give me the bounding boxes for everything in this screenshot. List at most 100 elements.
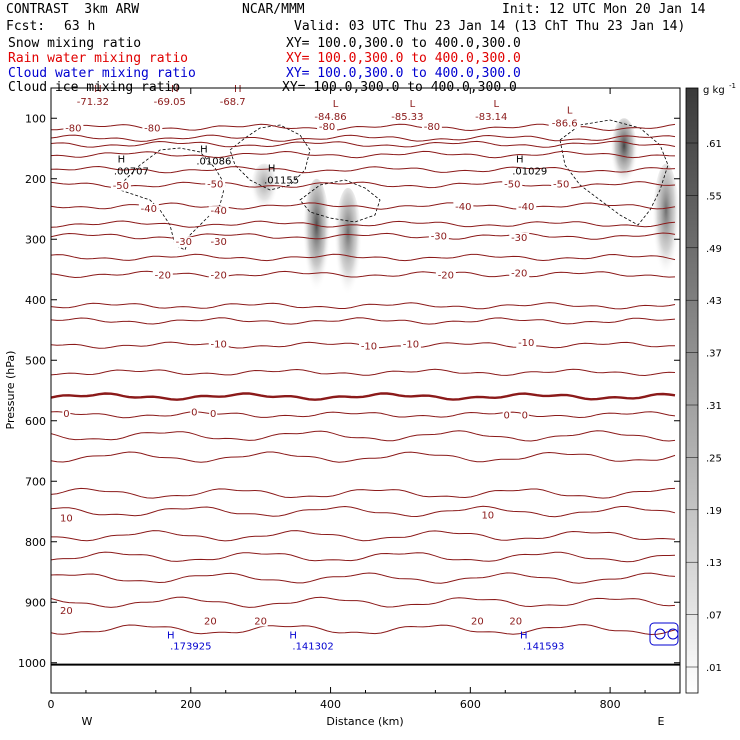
isotherm-line-8	[51, 232, 676, 240]
y-tick-label-2: 300	[25, 233, 46, 246]
extremum-value-0-bg	[73, 97, 112, 108]
isotherm-line-17	[51, 430, 676, 442]
contour-labels: -80 -80 -80 -80 -50 -50 -50 -50 -40 -40 -40 -40 -30 -…	[59, 84, 679, 653]
isotherm-label-29-bg	[59, 513, 74, 524]
y-tick-label-4: 500	[25, 354, 46, 367]
isotherm-label-3-bg	[421, 122, 442, 133]
extremum-value-4-bg	[388, 112, 427, 123]
cloudwater-max-value-0: .173925	[170, 642, 211, 653]
isotherm-label-1-bg	[142, 123, 163, 134]
isotherm-label-20-bg	[208, 339, 229, 350]
x-axis-label: Distance (km)	[326, 715, 403, 728]
y-tick-label-7: 800	[25, 536, 46, 549]
extremum-value-4: -85.33	[391, 112, 423, 123]
ice-max-mark-2: H	[268, 164, 276, 175]
isotherm-label-25-bg	[190, 407, 199, 418]
extremum-mark-1: H	[171, 84, 179, 95]
isotherm-label-21-bg	[358, 341, 379, 352]
isotherm-label-24-bg	[62, 408, 71, 419]
extremum-value-0: -71.32	[77, 97, 109, 108]
isotherm-label-4-bg	[110, 180, 131, 191]
ice-max-value-1: .01086	[196, 156, 231, 167]
terrain-outline-3	[559, 119, 669, 226]
x-tick-label-3: 600	[460, 698, 481, 711]
isotherm-label-20: -10	[211, 339, 227, 350]
ice-max-mark-3: H	[516, 155, 524, 166]
isotherm-label-23: -10	[518, 338, 534, 349]
x-tick-label-2: 400	[320, 698, 341, 711]
isotherm-label-35-bg	[508, 616, 523, 627]
extremum-mark-3: L	[333, 99, 339, 110]
isotherm-label-12-bg	[173, 237, 194, 248]
isotherm-line-20	[51, 505, 676, 518]
isotherm-label-22: -10	[403, 339, 419, 350]
colorbar-unit-exp: -1	[729, 82, 736, 90]
fcst-value: 63 h	[64, 19, 96, 34]
isotherm-label-26: 0	[210, 409, 216, 420]
x-tick-label-1: 200	[180, 698, 201, 711]
isotherm-label-2: -80	[319, 122, 335, 133]
isotherm-label-21: -10	[361, 342, 377, 353]
isotherm-label-25: 0	[191, 408, 197, 419]
isotherm-label-7-bg	[551, 179, 572, 190]
colorbar: .01 .07 .13 .19 .25 .31 .37 .43 .49 .55 .61 g kg -1	[685, 82, 736, 694]
isotherm-label-8-bg	[138, 203, 159, 214]
isotherm-label-15: -30	[511, 233, 527, 244]
axes: 0 200 400 600 800100200300400500600700800900…	[18, 88, 680, 711]
isotherm-label-12: -30	[176, 237, 192, 248]
cloudwater-max-mark-2: H	[520, 631, 528, 642]
y-tick-label-6: 700	[25, 475, 46, 488]
colorbar-label-7: .43	[706, 296, 722, 307]
snow-shading	[250, 118, 680, 315]
colorbar-unit: g kg	[703, 85, 725, 96]
cloudwater-max-value-2: .141593	[523, 642, 564, 653]
extremum-value-1-bg	[150, 97, 189, 108]
snow-plume-0	[250, 163, 279, 219]
isotherm-label-11-bg	[516, 201, 537, 212]
isotherm-label-11: -40	[518, 202, 534, 213]
isotherm-label-34-bg	[470, 616, 485, 627]
isotherm-label-14-bg	[428, 231, 449, 242]
extremum-value-2: -68.7	[220, 97, 246, 108]
terrain-outline-1	[229, 124, 311, 191]
isotherm-label-7: -50	[553, 180, 569, 191]
isotherm-label-17: -20	[211, 270, 227, 281]
y-axis-label: Pressure (hPa)	[4, 351, 17, 430]
terrain-outline-2	[299, 179, 381, 223]
isotherm-label-3: -80	[424, 122, 440, 133]
extremum-value-5-bg	[472, 112, 511, 123]
field-rain-xy: XY= 100.0,300.0 to 400.0,300.0	[286, 51, 521, 66]
extremum-mark-5: L	[494, 99, 500, 110]
direction-west: W	[82, 715, 93, 728]
isotherm-label-28-bg	[520, 410, 529, 421]
isotherm-line-22	[51, 551, 676, 563]
isotherm-line-23	[51, 572, 676, 584]
isotherm-label-8: -40	[141, 204, 157, 215]
y-tick-label-0: 100	[25, 112, 46, 125]
isotherm-label-16-bg	[152, 270, 173, 281]
isotherm-line-19	[51, 487, 676, 499]
isotherm-label-18-bg	[435, 270, 456, 281]
isotherm-label-17-bg	[208, 270, 229, 281]
snow-plume-1	[302, 178, 331, 312]
isotherm-line-4	[51, 165, 676, 174]
field-snow-xy: XY= 100.0,300.0 to 400.0,300.0	[286, 36, 521, 51]
isotherm-label-27-bg	[502, 410, 511, 421]
extremum-value-5: -83.14	[475, 112, 507, 123]
valid-time: Valid: 03 UTC Thu 23 Jan 14 (13 ChT Thu …	[294, 19, 686, 34]
isotherm-label-1: -80	[144, 123, 160, 134]
isotherm-label-13-bg	[208, 237, 229, 248]
field-cloudwater-xy: XY= 100.0,300.0 to 400.0,300.0	[286, 66, 521, 81]
isotherm-line-15	[51, 392, 676, 401]
field-cloudwater-name: Cloud water mixing ratio	[8, 66, 196, 81]
isotherm-label-5: -50	[207, 180, 223, 191]
isotherm-label-9-bg	[208, 206, 229, 217]
field-rain-name: Rain water mixing ratio	[8, 51, 189, 66]
extremum-value-3-bg	[311, 112, 350, 123]
isotherm-label-33: 20	[254, 616, 267, 627]
extremum-value-3: -84.86	[314, 112, 346, 123]
isotherm-label-15-bg	[509, 232, 530, 243]
x-tick-label-4: 800	[600, 698, 621, 711]
cloudwater-max-circle-1	[654, 628, 666, 640]
